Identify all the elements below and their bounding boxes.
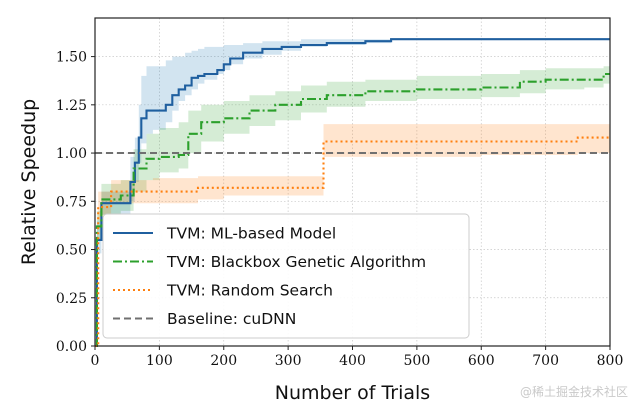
legend-box (102, 213, 470, 339)
x-tick-label: 200 (210, 353, 237, 369)
x-tick-label: 600 (468, 353, 495, 369)
legend-label: Baseline: cuDNN (167, 310, 296, 328)
confidence-bands (95, 39, 610, 346)
watermark-text: @稀土掘金技术社区 (520, 384, 628, 399)
x-tick-label: 400 (339, 353, 366, 369)
x-tick-label: 500 (404, 353, 431, 369)
x-tick-label: 0 (91, 353, 100, 369)
x-tick-label: 800 (597, 353, 624, 369)
y-axis-label: Relative Speedup (18, 99, 40, 265)
x-axis-label: Number of Trials (275, 382, 430, 404)
legend: TVM: ML-based Model TVM: Blackbox Genetic… (102, 213, 470, 339)
y-tick-label: 1.25 (56, 98, 87, 114)
axis-ticks: 0 100 200 300 400 500 600 700 800 0.00 0.25 0.50 0.7… (56, 50, 624, 369)
x-tick-label: 300 (275, 353, 302, 369)
x-tick-label: 100 (146, 353, 173, 369)
y-tick-label: 0.50 (56, 243, 87, 259)
legend-label: TVM: ML-based Model (166, 225, 336, 243)
y-tick-label: 0.25 (56, 291, 87, 307)
band-series-0 (95, 39, 610, 346)
legend-label: TVM: Blackbox Genetic Algorithm (166, 253, 426, 271)
series-lines (95, 38, 610, 348)
x-tick-label: 700 (532, 353, 559, 369)
band-series-2 (95, 124, 610, 346)
y-tick-label: 1.50 (56, 50, 87, 66)
series-line-2 (95, 136, 610, 348)
y-tick-label: 0.00 (56, 339, 87, 355)
series-line-1 (95, 72, 610, 348)
y-tick-label: 1.00 (56, 146, 87, 162)
legend-label: TVM: Random Search (166, 282, 333, 300)
y-tick-label: 0.75 (56, 194, 87, 210)
band-series-1 (95, 66, 610, 346)
